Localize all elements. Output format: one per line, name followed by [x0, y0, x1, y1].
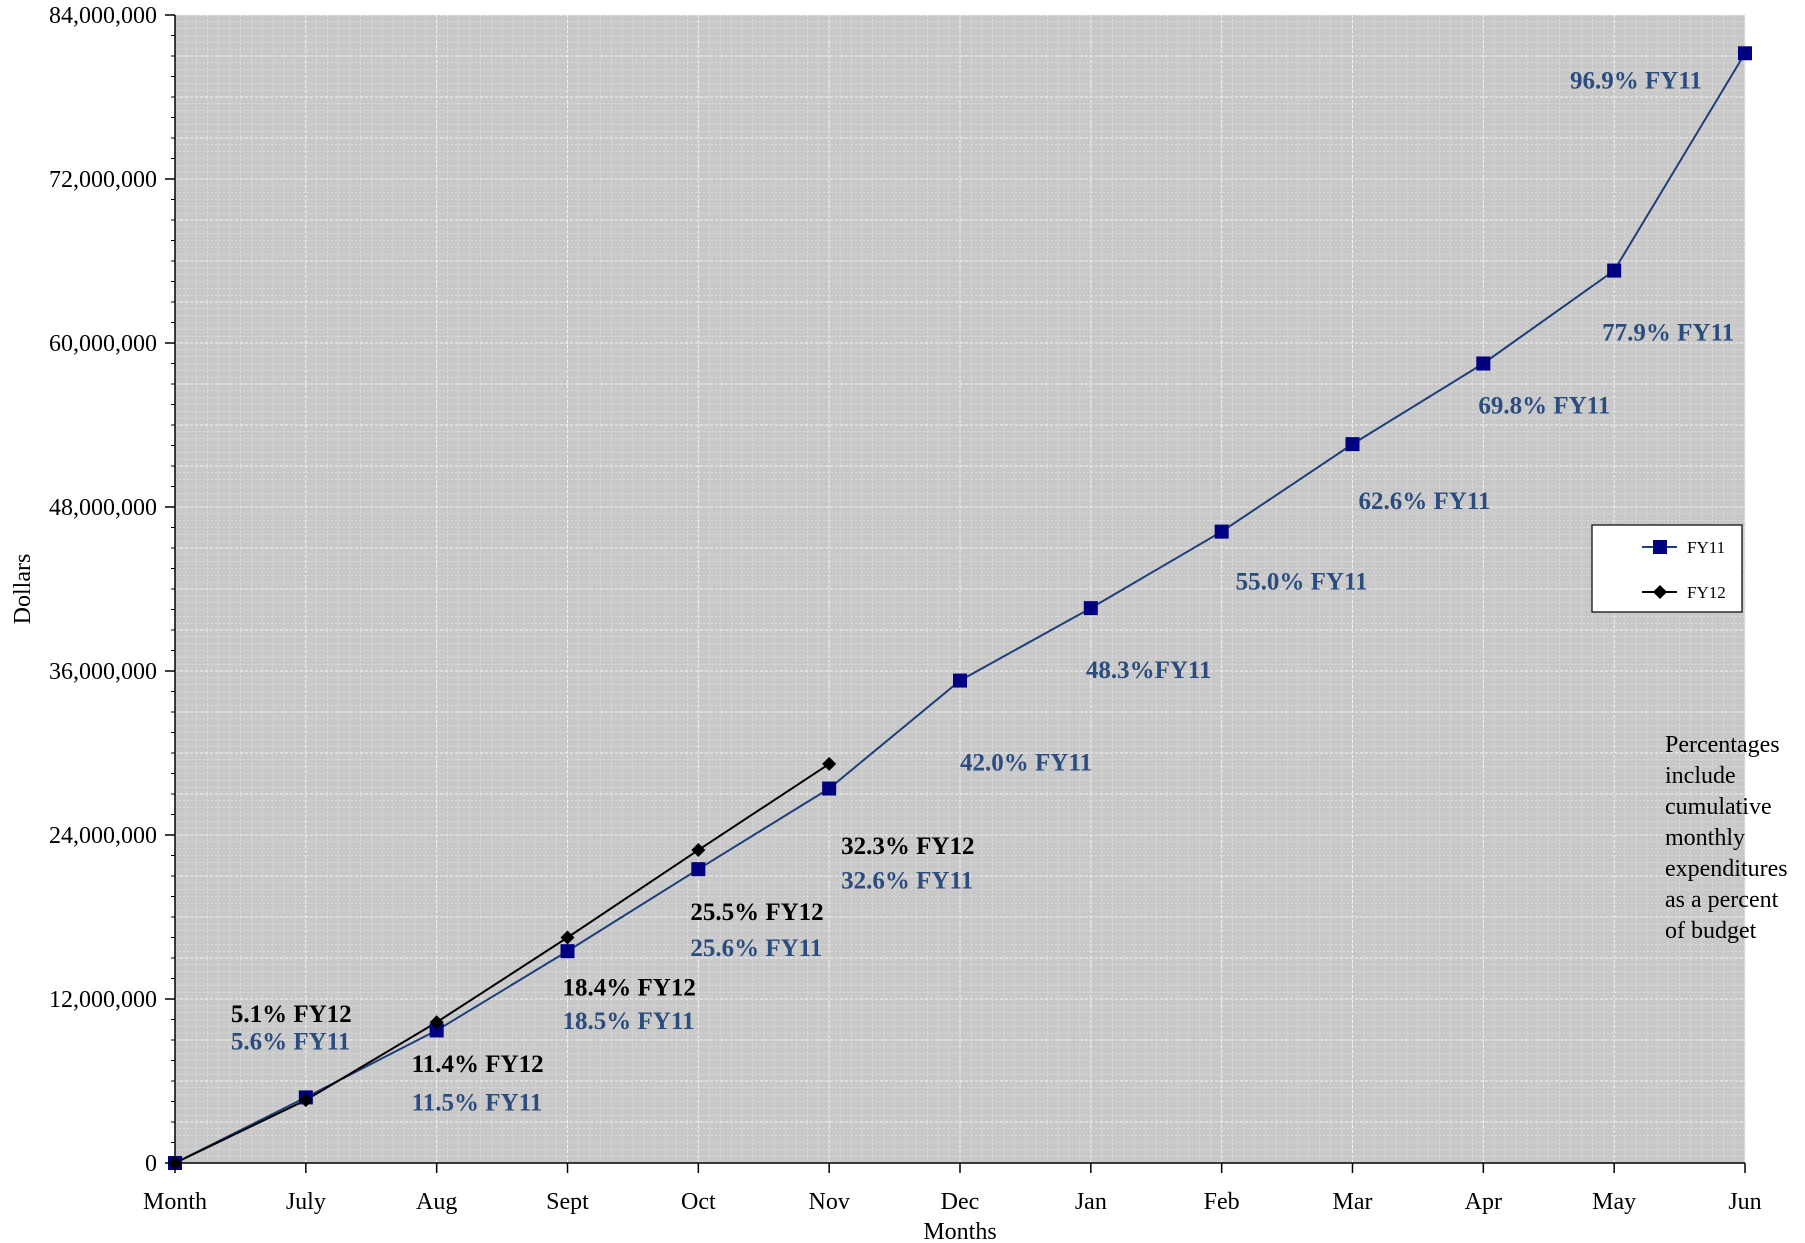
data-label: 55.0% FY11 — [1236, 569, 1368, 596]
note-line: monthly — [1665, 825, 1745, 851]
data-point-fy11 — [1607, 263, 1622, 278]
y-axis-title: Dollars — [10, 554, 36, 625]
major-gridlines — [174, 14, 1746, 1164]
x-axis-ticks: Month July Aug Sept Oct Nov Dec Jan Feb Mar Apr May… — [143, 1163, 1762, 1215]
data-point-fy12 — [691, 843, 706, 858]
data-label: 69.8% FY11 — [1478, 393, 1610, 420]
data-label: 32.3% FY12 — [841, 833, 974, 860]
y-tick-label: 60,000,000 — [49, 331, 157, 357]
x-tick-label: Sept — [546, 1189, 589, 1215]
data-label: 11.5% FY11 — [412, 1089, 543, 1116]
x-tick-label: Aug — [416, 1189, 457, 1215]
data-point-fy11 — [1738, 46, 1752, 61]
data-point-fy12 — [168, 1156, 182, 1170]
data-point-fy12 — [560, 930, 575, 945]
data-label: 18.5% FY11 — [563, 1008, 695, 1035]
data-point-fy11 — [429, 1023, 444, 1038]
x-tick-label: Apr — [1465, 1189, 1502, 1215]
x-tick-label: Jun — [1728, 1189, 1761, 1215]
data-label: 5.6% FY11 — [231, 1028, 350, 1055]
x-tick-label: Mar — [1333, 1189, 1373, 1215]
x-tick-label: July — [286, 1189, 326, 1215]
x-tick-label: Oct — [681, 1189, 716, 1215]
x-tick-label: May — [1592, 1189, 1636, 1215]
series-markers — [168, 46, 1752, 1170]
data-label: 25.5% FY12 — [690, 899, 823, 926]
y-tick-label: 0 — [145, 1151, 157, 1177]
x-tick-label: Feb — [1204, 1189, 1240, 1215]
series-line-fy12 — [174, 763, 830, 1164]
y-tick-label: 48,000,000 — [49, 495, 157, 521]
data-label: 5.1% FY12 — [231, 1001, 352, 1028]
note-line: as a percent — [1665, 887, 1779, 913]
note-line: Percentages — [1665, 732, 1780, 758]
y-tick-label: 36,000,000 — [49, 659, 157, 685]
legend-label: FY11 — [1687, 538, 1725, 557]
note-line: expenditures — [1665, 856, 1788, 882]
note-line: cumulative — [1665, 794, 1772, 820]
data-label: 18.4% FY12 — [563, 975, 696, 1002]
legend: FY11 FY12 — [1591, 524, 1743, 613]
data-point-fy12 — [429, 1015, 444, 1030]
data-point-fy11 — [1214, 524, 1229, 539]
y-axis-ticks: 0 12,000,000 24,000,000 36,000,000 48,000,00… — [49, 3, 175, 1177]
data-point-fy11 — [1083, 601, 1098, 616]
legend-label: FY12 — [1687, 583, 1726, 602]
data-label: 25.6% FY11 — [690, 935, 822, 962]
x-tick-label: Month — [143, 1189, 207, 1215]
data-label: 62.6% FY11 — [1359, 488, 1491, 515]
chart-note: Percentages include cumulative monthly expen… — [1665, 732, 1788, 944]
data-point-fy12 — [822, 756, 837, 771]
data-point-fy11 — [691, 862, 706, 877]
data-label: 77.9% FY11 — [1602, 320, 1734, 347]
data-point-fy11 — [1476, 356, 1491, 371]
note-line: of budget — [1665, 918, 1757, 944]
x-tick-label: Nov — [808, 1189, 849, 1215]
legend-marker-fy11 — [1653, 540, 1667, 554]
y-tick-label: 24,000,000 — [49, 823, 157, 849]
legend-marker-fy12 — [1653, 585, 1667, 599]
x-axis-title: Months — [923, 1219, 996, 1243]
data-label: 42.0% FY11 — [960, 750, 1092, 777]
data-point-fy11 — [560, 944, 575, 959]
data-label: 11.4% FY12 — [412, 1051, 544, 1078]
y-tick-label: 12,000,000 — [49, 987, 157, 1013]
y-tick-label: 72,000,000 — [49, 167, 157, 193]
data-point-fy11 — [953, 673, 967, 688]
data-point-fy11 — [1345, 437, 1360, 452]
note-line: include — [1665, 763, 1736, 789]
data-label: 32.6% FY11 — [841, 868, 973, 895]
data-point-fy11 — [822, 781, 837, 796]
data-point-fy12 — [298, 1093, 313, 1108]
data-label: 96.9% FY11 — [1570, 67, 1702, 94]
x-tick-label: Jan — [1075, 1189, 1107, 1215]
legend-box — [1591, 524, 1743, 613]
x-tick-label: Dec — [941, 1189, 980, 1215]
y-tick-label: 84,000,000 — [49, 3, 157, 29]
data-label: 48.3%FY11 — [1086, 657, 1212, 684]
